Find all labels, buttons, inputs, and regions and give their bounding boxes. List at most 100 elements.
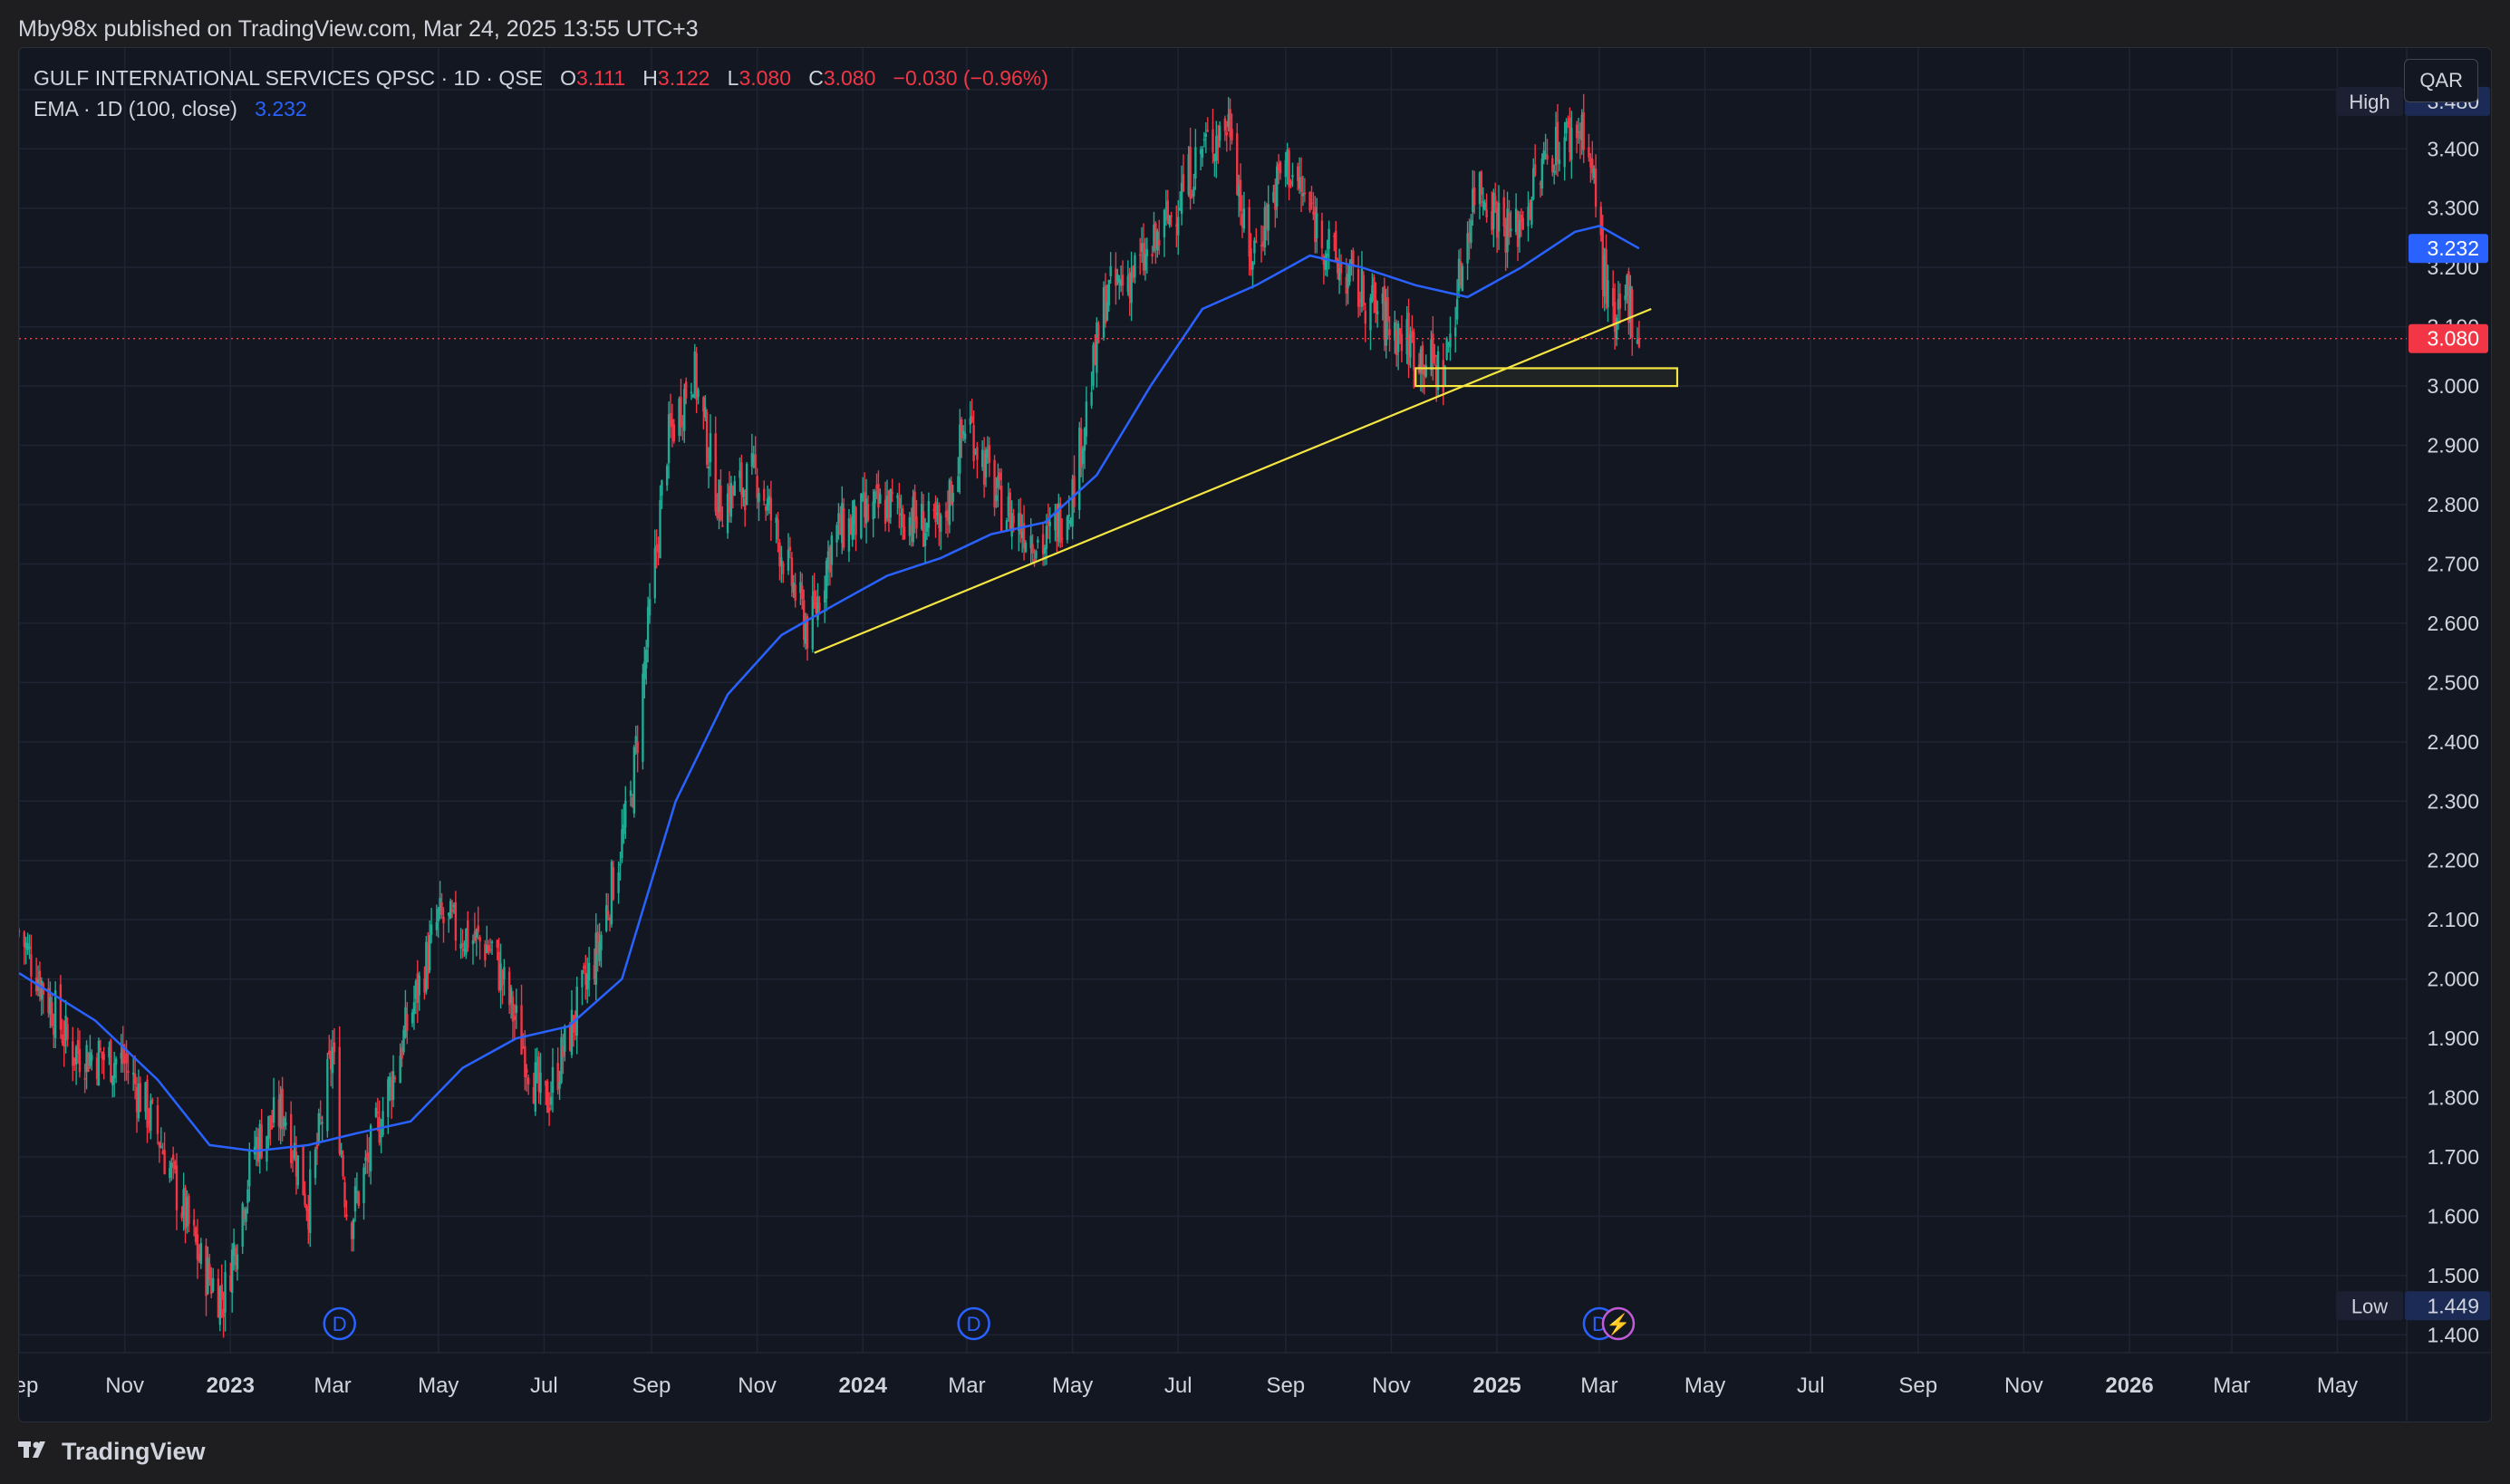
candle-body — [860, 494, 863, 538]
candle-body — [1191, 193, 1193, 197]
high-marker-label: High — [2349, 91, 2389, 113]
candle-body — [547, 1107, 551, 1112]
candle-body — [230, 1249, 234, 1294]
candle-body — [1470, 219, 1472, 244]
candle-body — [132, 1072, 135, 1075]
candle-body — [534, 1062, 537, 1112]
candle-body — [205, 1245, 208, 1296]
candle-body — [1386, 297, 1389, 323]
earnings-event-icon — [1601, 1306, 1636, 1341]
candle-body — [1480, 171, 1483, 196]
x-tick-label: Jul — [530, 1373, 558, 1398]
symbol-name[interactable]: GULF INTERNATIONAL SERVICES QPSC · 1D · … — [34, 66, 543, 90]
ema-label[interactable]: EMA · 1D (100, close) — [34, 97, 237, 120]
candle-body — [794, 584, 796, 602]
candle-body — [606, 911, 610, 915]
candle-body — [1320, 220, 1324, 249]
candle-body — [393, 1077, 397, 1080]
ema-100-line — [19, 225, 1640, 1152]
candle-body — [678, 399, 681, 436]
price-chart[interactable]: 1.400 1.500 1.600 1.700 1.800 1.900 2.000 2.100… — [19, 48, 2491, 1421]
chart-panel[interactable]: GULF INTERNATIONAL SERVICES QPSC · 1D · … — [18, 47, 2492, 1422]
high-value: 3.122 — [657, 66, 710, 90]
candle-body — [267, 1116, 270, 1140]
ema-value: 3.232 — [255, 97, 307, 120]
y-tick-label: 2.300 — [2427, 789, 2479, 813]
candle-body — [158, 1142, 161, 1148]
candle-body — [693, 352, 696, 395]
candle-body — [1301, 193, 1305, 197]
candle-body — [381, 1111, 384, 1135]
candle-body — [369, 1125, 372, 1171]
candle-body — [1109, 265, 1112, 276]
candle-body — [804, 622, 807, 644]
candle-body — [352, 1219, 355, 1239]
candle-body — [186, 1197, 188, 1228]
candle-body — [1577, 130, 1580, 133]
candle-body — [634, 736, 637, 745]
candle-body — [777, 519, 779, 540]
dividend-marker-label: D — [333, 1313, 347, 1335]
y-tick-label: 2.900 — [2427, 434, 2479, 458]
candle-body — [853, 499, 855, 525]
candle-body — [862, 493, 864, 496]
candle-body — [623, 824, 625, 834]
candle-body — [1409, 333, 1412, 358]
candle-body — [1601, 227, 1604, 290]
tradingview-brand[interactable]: TradingView — [62, 1437, 206, 1465]
candle-body — [704, 407, 707, 418]
candle-body — [823, 590, 826, 603]
candle-body — [1298, 177, 1301, 189]
candle-body — [564, 1026, 566, 1052]
candle-body — [1520, 214, 1523, 222]
candle-body — [1326, 253, 1328, 257]
candle-body — [1350, 258, 1353, 265]
candle-body — [1192, 187, 1195, 197]
candle-body — [896, 495, 899, 498]
candle-body — [74, 1046, 78, 1065]
candle-body — [121, 1044, 124, 1065]
candle-body — [1215, 136, 1218, 161]
candle-body — [1603, 255, 1606, 297]
candle-body — [1081, 448, 1085, 464]
candle-body — [269, 1115, 272, 1130]
candle-body — [594, 932, 597, 985]
candle-body — [1376, 311, 1379, 314]
candle-body — [1580, 114, 1583, 140]
candle-body — [752, 454, 755, 462]
candle-body — [435, 921, 439, 930]
currency-button[interactable]: QAR — [2404, 59, 2478, 102]
candle-body — [139, 1083, 142, 1113]
candle-body — [234, 1247, 237, 1266]
candle-body — [1239, 179, 1242, 211]
candle-body — [319, 1116, 322, 1119]
candle-body — [290, 1113, 293, 1163]
candle-body — [156, 1105, 159, 1134]
candle-body — [1310, 202, 1313, 205]
candle-body — [291, 1154, 294, 1158]
candle-body — [1478, 172, 1482, 205]
candle-body — [758, 493, 760, 503]
candle-body — [1529, 202, 1531, 217]
x-tick-label: Nov — [2004, 1373, 2043, 1398]
candle-body — [1599, 207, 1603, 236]
candle-body — [1553, 170, 1556, 173]
candle-body — [368, 1152, 371, 1163]
candle-body — [296, 1155, 300, 1186]
low-marker-value: 1.449 — [2427, 1294, 2479, 1317]
x-tick-label: May — [1685, 1373, 1725, 1398]
tradingview-logo-icon[interactable] — [18, 1438, 54, 1466]
candle-body — [925, 523, 929, 532]
candle-body — [211, 1277, 215, 1291]
candle-body — [617, 872, 620, 893]
candle-body — [728, 486, 731, 514]
candle-body — [1000, 486, 1003, 531]
candle-body — [1508, 212, 1511, 237]
candle-body — [1605, 248, 1607, 304]
candle-body — [1468, 232, 1471, 244]
candle-body — [1558, 159, 1561, 164]
candle-body — [1495, 207, 1499, 238]
x-tick-label: 2026 — [2105, 1373, 2153, 1398]
candle-body — [19, 930, 21, 932]
candle-body — [484, 944, 487, 960]
